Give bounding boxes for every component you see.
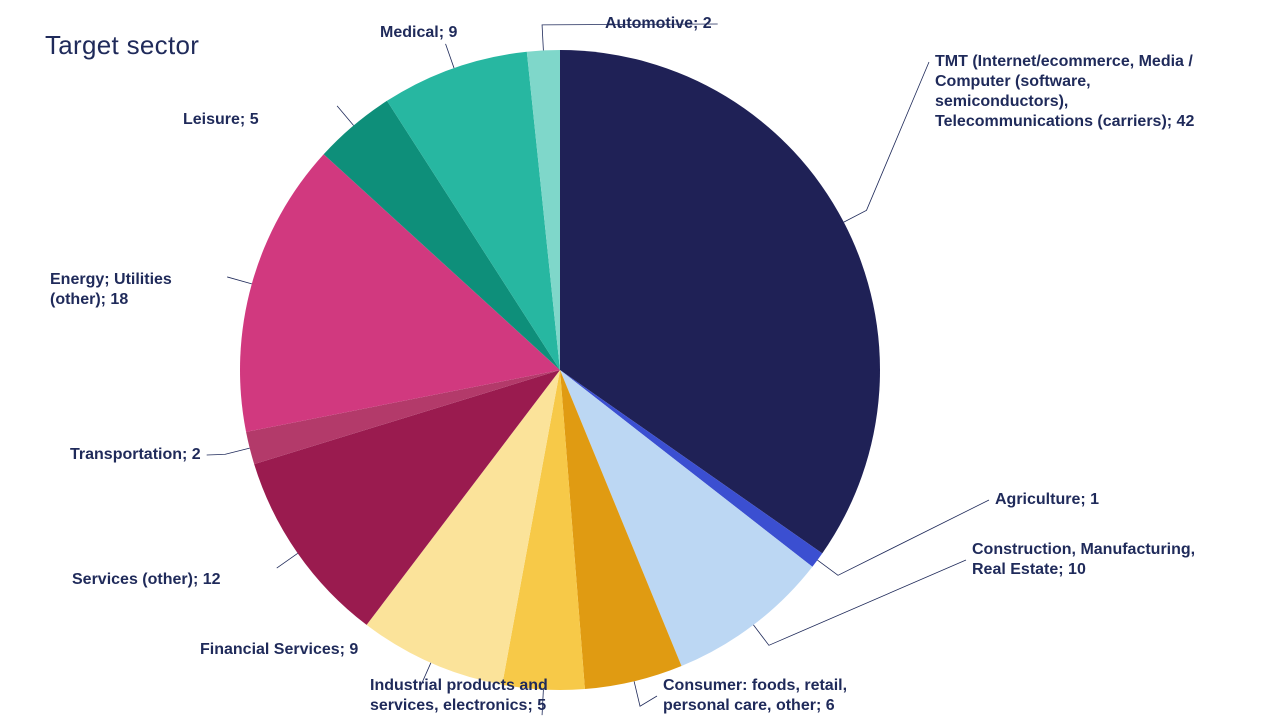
slice-label: Industrial products and services, electr… <box>370 676 548 716</box>
slice-label: Consumer: foods, retail, personal care, … <box>663 676 847 716</box>
slice-label: Energy; Utilities (other); 18 <box>50 270 172 310</box>
slice-label: Leisure; 5 <box>183 110 259 130</box>
slice-label: Transportation; 2 <box>70 445 201 465</box>
slice-label: TMT (Internet/ecommerce, Media / Compute… <box>935 52 1194 132</box>
slice-label: Agriculture; 1 <box>995 490 1099 510</box>
slice-label: Automotive; 2 <box>605 14 712 34</box>
slice-label: Services (other); 12 <box>72 570 221 590</box>
slice-label: Financial Services; 9 <box>200 640 358 660</box>
slice-label: Construction, Manufacturing, Real Estate… <box>972 540 1195 580</box>
slice-label: Medical; 9 <box>380 23 457 43</box>
chart-stage: Target sector TMT (Internet/ecommerce, M… <box>0 0 1280 720</box>
